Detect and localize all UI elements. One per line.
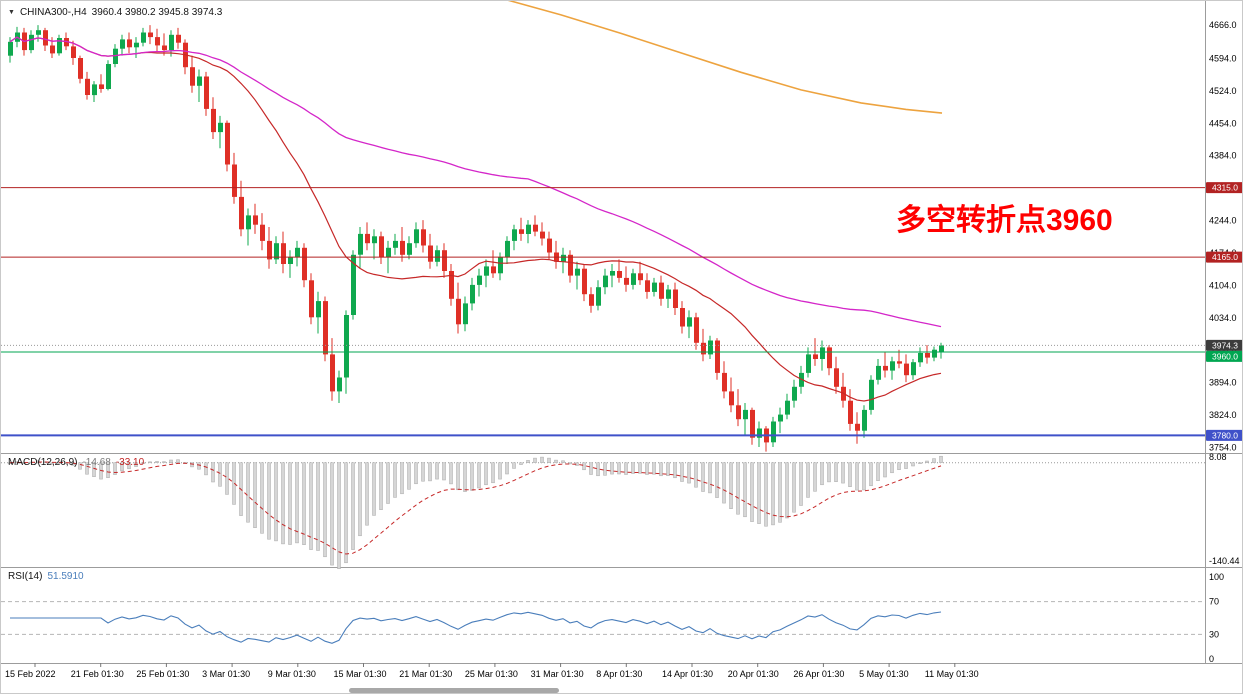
- svg-text:3780.0: 3780.0: [1212, 430, 1238, 440]
- collapse-triangle-icon[interactable]: ▼: [8, 9, 15, 16]
- svg-text:30: 30: [1209, 629, 1219, 639]
- rsi-value: 51.5910: [47, 571, 84, 582]
- macd-signal-line: [9, 461, 942, 555]
- svg-text:3974.3: 3974.3: [1212, 340, 1238, 350]
- svg-text:4104.0: 4104.0: [1209, 280, 1237, 290]
- svg-text:3894.0: 3894.0: [1209, 378, 1237, 388]
- svg-text:20 Apr 01:30: 20 Apr 01:30: [728, 669, 779, 679]
- macd-histogram: [8, 455, 943, 569]
- chart-annotation-text[interactable]: 多空转折点3960: [896, 204, 1113, 237]
- ohlc-values: 3960.4 3980.2 3945.8 3974.3: [91, 7, 223, 18]
- svg-text:0: 0: [1209, 654, 1214, 664]
- macd-indicator-label: MACD(12,26,9) -14.68 -33.10: [8, 457, 144, 468]
- svg-text:3754.0: 3754.0: [1209, 442, 1237, 452]
- svg-text:8 Apr 01:30: 8 Apr 01:30: [596, 669, 642, 679]
- svg-text:25 Mar 01:30: 25 Mar 01:30: [465, 669, 518, 679]
- price-badge: 3974.3: [1206, 339, 1242, 351]
- svg-text:70: 70: [1209, 597, 1219, 607]
- svg-text:100: 100: [1209, 572, 1224, 582]
- svg-text:11 May 01:30: 11 May 01:30: [925, 669, 979, 679]
- svg-text:4315.0: 4315.0: [1212, 183, 1238, 193]
- price-badge: 4315.0: [1206, 182, 1242, 194]
- rsi-indicator-label: RSI(14) 51.5910: [8, 571, 84, 582]
- macd-name: MACD(12,26,9): [8, 457, 78, 468]
- horizontal-scrollbar[interactable]: [349, 688, 559, 693]
- svg-text:4666.0: 4666.0: [1209, 20, 1237, 30]
- svg-text:25 Feb 01:30: 25 Feb 01:30: [136, 669, 189, 679]
- horizontal-level-lines[interactable]: [1, 187, 1205, 437]
- price-badge: 3960.0: [1206, 350, 1242, 362]
- macd-axis-max: 8.08: [1209, 452, 1227, 462]
- svg-text:21 Feb 01:30: 21 Feb 01:30: [71, 669, 124, 679]
- svg-text:14 Apr 01:30: 14 Apr 01:30: [662, 669, 713, 679]
- svg-text:4454.0: 4454.0: [1209, 118, 1237, 128]
- chart-symbol-header: ▼ CHINA300-,H4 3960.4 3980.2 3945.8 3974…: [8, 7, 222, 18]
- ma-fast-line: [9, 36, 942, 402]
- macd-main-value: -14.68: [82, 457, 111, 468]
- candlestick-series: [8, 25, 944, 452]
- rsi-name: RSI(14): [8, 571, 43, 582]
- svg-text:15 Mar 01:30: 15 Mar 01:30: [334, 669, 387, 679]
- price-badge: 3780.0: [1206, 429, 1242, 441]
- ma-long-orange-line: [507, 1, 943, 114]
- symbol-label: CHINA300-,H4: [19, 7, 87, 18]
- svg-text:4594.0: 4594.0: [1209, 53, 1237, 63]
- svg-text:26 Apr 01:30: 26 Apr 01:30: [793, 669, 844, 679]
- svg-text:15 Feb 2022: 15 Feb 2022: [5, 669, 56, 679]
- time-axis-labels: 15 Feb 2022 21 Feb 01:30 25 Feb 01:30 3 Mar…: [5, 663, 979, 679]
- svg-text:4165.0: 4165.0: [1212, 252, 1238, 262]
- svg-text:4034.0: 4034.0: [1209, 313, 1237, 323]
- macd-axis-min: -140.44: [1209, 556, 1240, 566]
- ma-slow-line: [9, 36, 942, 328]
- svg-text:9 Mar 01:30: 9 Mar 01:30: [268, 669, 316, 679]
- rsi-axis-labels: 100 70 30 0: [1209, 572, 1224, 664]
- svg-text:4384.0: 4384.0: [1209, 151, 1237, 161]
- svg-text:3960.0: 3960.0: [1212, 351, 1238, 361]
- svg-text:21 Mar 01:30: 21 Mar 01:30: [399, 669, 452, 679]
- svg-text:3824.0: 3824.0: [1209, 410, 1237, 420]
- svg-text:5 May 01:30: 5 May 01:30: [859, 669, 909, 679]
- svg-text:4524.0: 4524.0: [1209, 86, 1237, 96]
- macd-signal-value: -33.10: [115, 457, 145, 468]
- svg-text:31 Mar 01:30: 31 Mar 01:30: [531, 669, 584, 679]
- price-badge: 4165.0: [1206, 251, 1242, 263]
- svg-text:3 Mar 01:30: 3 Mar 01:30: [202, 669, 250, 679]
- price-axis-labels: 4666.04594.04524.04454.04384.04314.04244…: [1209, 20, 1237, 452]
- rsi-line: [10, 611, 942, 644]
- svg-text:4244.0: 4244.0: [1209, 216, 1237, 226]
